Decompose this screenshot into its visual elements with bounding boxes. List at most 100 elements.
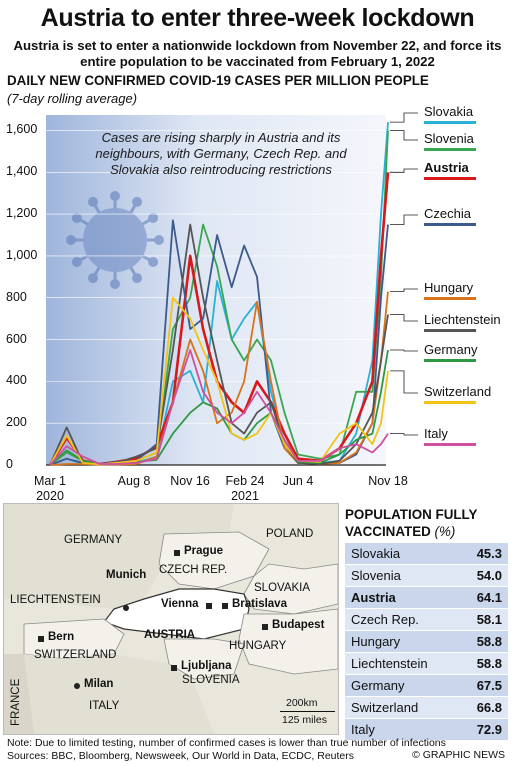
italy-region — [24, 654, 214, 734]
x-tick-label: Mar 1 — [34, 474, 66, 488]
vaccination-value: 67.5 — [476, 678, 502, 693]
x-year-label: 2020 — [36, 489, 64, 503]
y-tick-label: 0 — [6, 457, 13, 471]
slovakia-region — [243, 563, 338, 615]
legend-swatch-austria — [424, 177, 476, 180]
legend-swatch-slovakia — [424, 121, 476, 124]
legend-label-slovakia: Slovakia — [424, 104, 474, 119]
map-scale-km: 200km — [286, 697, 318, 709]
vaccination-country: Czech Rep. — [351, 612, 419, 627]
city-milan: Milan — [84, 678, 114, 690]
x-tick-label: Aug 8 — [117, 474, 151, 488]
chart-annotation: Cases are rising sharply in Austria and … — [95, 130, 347, 177]
vaccination-value: 58.8 — [476, 634, 502, 649]
vaccination-value: 54.0 — [476, 568, 502, 583]
note-text: Note: Due to limited testing, number of … — [7, 737, 446, 749]
map-label-italy: ITALY — [89, 700, 120, 712]
vaccination-row: Slovakia 45.3 — [345, 543, 508, 565]
vaccination-country: Liechtenstein — [351, 656, 428, 671]
legend-leader — [390, 370, 418, 394]
series-line-italy — [49, 349, 389, 466]
map-label-poland: POLAND — [266, 528, 314, 540]
vaccination-value: 66.8 — [476, 700, 502, 715]
map-label-france: FRANCE — [10, 678, 22, 726]
vaccination-value: 45.3 — [476, 546, 502, 561]
vaccination-unit: (%) — [434, 524, 456, 539]
y-tick-label: 1,000 — [6, 247, 38, 262]
legend-label-switzerland: Switzerland — [424, 384, 492, 399]
y-tick-label: 400 — [6, 373, 27, 388]
legend-leader — [390, 314, 418, 322]
legend-label-slovenia: Slovenia — [424, 131, 474, 146]
vaccination-value: 72.9 — [476, 722, 502, 737]
city-vienna: Vienna — [161, 598, 199, 610]
page-subtitle: Austria is set to enter a nationwide loc… — [13, 38, 502, 69]
france-region — [4, 654, 34, 734]
map-label-slovenia: SLOVENIA — [182, 674, 240, 686]
vaccination-title-text: POPULATION FULLY VACCINATED — [345, 507, 478, 539]
chart-subtitle: (7-day rolling average) — [7, 91, 138, 106]
legend-label-hungary: Hungary — [424, 280, 474, 295]
map-label-switzerland: SWITZERLAND — [34, 649, 117, 661]
map-scale-miles: 125 miles — [282, 714, 327, 726]
map-scale-bar — [280, 711, 335, 712]
y-tick-label: 600 — [6, 331, 27, 346]
map-label-germany: GERMANY — [64, 534, 123, 546]
city-dot-milan — [74, 683, 80, 689]
city-dot-bern — [38, 636, 44, 642]
vaccination-country: Slovenia — [351, 568, 401, 583]
germany-region — [4, 504, 234, 609]
legend-label-germany: Germany — [424, 342, 478, 357]
legend-leader — [390, 349, 418, 352]
city-bratislava: Bratislava — [232, 598, 287, 610]
vaccination-row: Liechtenstein 58.8 — [345, 653, 508, 675]
map-label-slovakia: SLOVAKIA — [254, 582, 311, 594]
city-dot-munich — [123, 605, 129, 611]
x-tick-label: Feb 24 — [225, 474, 265, 488]
region-map: GERMANY POLAND CZECH REP. SLOVAKIA LIECH… — [3, 503, 339, 735]
footer-note: Note: Due to limited testing, number of … — [7, 737, 507, 762]
vaccination-row: Slovenia 54.0 — [345, 565, 508, 587]
city-ljubljana: Ljubljana — [181, 660, 232, 672]
vaccination-country: Italy — [351, 722, 375, 737]
legend-swatch-germany — [424, 359, 476, 362]
vaccination-row: Switzerland 66.8 — [345, 697, 508, 719]
credit: © GRAPHIC NEWS — [412, 749, 505, 761]
legend-swatch-switzerland — [424, 401, 476, 404]
vaccination-value: 58.8 — [476, 656, 502, 671]
city-dot-budapest — [262, 624, 268, 630]
map-shapes — [4, 504, 338, 734]
legend-label-czechia: Czechia — [424, 206, 471, 221]
legend-leader — [390, 214, 418, 225]
vaccination-country: Austria — [351, 590, 396, 605]
y-tick-label: 1,200 — [6, 206, 38, 221]
x-tick-label: Nov 18 — [368, 474, 408, 488]
legend-leader — [390, 288, 418, 292]
city-dot-vienna — [206, 603, 212, 609]
map-label-czech: CZECH REP. — [159, 564, 228, 576]
czech-region — [158, 531, 270, 590]
city-dot-prague — [174, 550, 180, 556]
legend-swatch-czechia — [424, 223, 476, 226]
vaccination-country: Germany — [351, 678, 405, 693]
vaccination-value: 64.1 — [476, 590, 502, 605]
x-year-label: 2021 — [231, 489, 259, 503]
legend-label-liechtenstein: Liechtenstein — [424, 312, 501, 327]
city-dot-ljubljana — [171, 665, 177, 671]
legend-leader-lines — [390, 112, 418, 436]
y-tick-label: 1,400 — [6, 164, 38, 179]
x-tick-label: Jun 4 — [282, 474, 314, 488]
vaccination-row: Italy 72.9 — [345, 719, 508, 741]
map-label-liechtenstein: LIECHTENSTEIN — [10, 594, 101, 606]
chart-title: DAILY NEW CONFIRMED COVID-19 CASES PER M… — [7, 73, 429, 88]
vaccination-value: 58.1 — [476, 612, 502, 627]
cases-chart — [46, 112, 418, 466]
legend-swatch-slovenia — [424, 148, 476, 151]
city-prague: Prague — [184, 545, 223, 557]
y-tick-label: 1,600 — [6, 122, 38, 137]
city-budapest: Budapest — [272, 619, 325, 631]
vaccination-table: Slovakia 45.3 Slovenia 54.0 Austria 64.1 Czech… — [345, 543, 508, 741]
vaccination-country: Switzerland — [351, 700, 419, 715]
vaccination-row: Czech Rep. 58.1 — [345, 609, 508, 631]
vaccination-row: Austria 64.1 — [345, 587, 508, 609]
